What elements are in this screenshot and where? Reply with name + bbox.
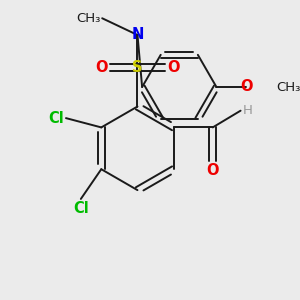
Text: Cl: Cl: [48, 111, 64, 126]
Text: O: O: [206, 163, 219, 178]
Text: H: H: [242, 104, 252, 117]
Text: O: O: [167, 60, 180, 75]
Text: CH₃: CH₃: [276, 80, 300, 94]
Text: O: O: [95, 60, 108, 75]
Text: O: O: [240, 79, 252, 94]
Text: Cl: Cl: [73, 201, 89, 216]
Text: CH₃: CH₃: [76, 12, 100, 25]
Text: N: N: [131, 28, 144, 43]
Text: S: S: [132, 60, 143, 75]
